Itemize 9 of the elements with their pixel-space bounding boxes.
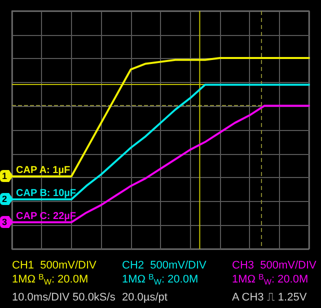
text: 20.0µs/pt — [122, 292, 168, 304]
text: CH1 500mV/DIV — [12, 260, 98, 272]
legend-label: CAP A: 1µF — [16, 164, 70, 176]
text: 10.0ms/DIV 50.0kS/s — [12, 292, 116, 304]
legend-label: CAP B: 10µF — [16, 188, 76, 199]
text: A CH3 ⎍ 1.25V — [232, 292, 308, 304]
text: CH3 500mV/DIV — [232, 260, 318, 272]
text: CH2 500mV/DIV — [122, 260, 208, 272]
legend-label: CAP C: 22µF — [16, 210, 76, 222]
